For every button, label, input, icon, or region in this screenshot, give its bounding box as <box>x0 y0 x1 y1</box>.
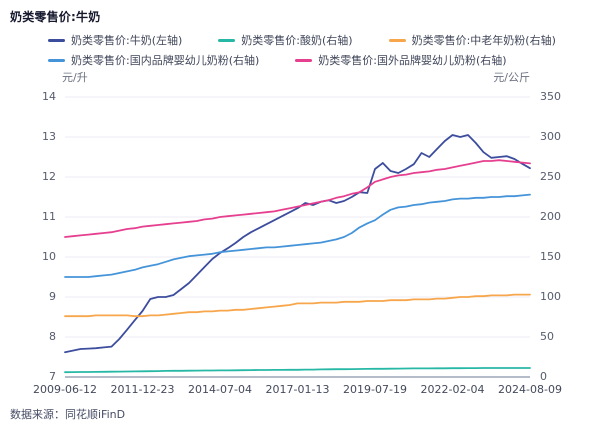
legend-item[interactable]: 奶类零售价:国内品牌婴幼儿奶粉(右轴) <box>48 52 259 68</box>
legend-line-swatch-icon <box>388 38 406 42</box>
y-left-tick-label: 13 <box>42 130 56 143</box>
series-line <box>64 367 531 374</box>
x-tick-label: 2022-02-04 <box>420 383 485 396</box>
y-left-tick-label: 7 <box>49 370 56 383</box>
legend-item-label: 奶类零售价:中老年奶粉(右轴) <box>411 34 556 47</box>
x-tick-label: 2014-07-04 <box>188 383 252 396</box>
legend-item[interactable]: 奶类零售价:酸奶(右轴) <box>218 32 353 48</box>
legend-item-label: 奶类零售价:国外品牌婴幼儿奶粉(右轴) <box>318 54 507 67</box>
y-left-tick-label: 9 <box>49 290 56 303</box>
y-right-tick-label: 100 <box>540 290 561 303</box>
y-left-tick-label: 14 <box>42 90 56 103</box>
legend-line-swatch-icon <box>48 58 65 62</box>
left-axis-unit-label: 元/升 <box>62 71 88 84</box>
y-right-tick-label: 50 <box>540 330 554 343</box>
y-right-tick-label: 200 <box>540 210 561 223</box>
x-tick-label: 2024-08-09 <box>498 383 562 396</box>
data-source-note: 数据来源：同花顺iFinD <box>10 408 126 421</box>
x-tick-label: 2009-06-12 <box>33 383 97 396</box>
legend-item[interactable]: 奶类零售价:国外品牌婴幼儿奶粉(右轴) <box>295 52 507 68</box>
y-right-tick-label: 150 <box>540 250 561 263</box>
legend-item-label: 奶类零售价:酸奶(右轴) <box>241 34 353 47</box>
y-left-tick-label: 10 <box>42 250 56 263</box>
legend-line-swatch-icon <box>295 58 313 62</box>
y-left-tick-label: 8 <box>49 330 56 343</box>
legend-line-swatch-icon <box>48 38 65 42</box>
series-line <box>64 134 531 354</box>
y-right-tick-label: 300 <box>540 130 561 143</box>
legend-row: 奶类零售价:牛奶(左轴) 奶类零售价:酸奶(右轴) 奶类零售价:中老年奶粉(右轴) <box>48 32 590 48</box>
legend-item-label: 奶类零售价:牛奶(左轴) <box>71 34 183 47</box>
y-left-tick-label: 12 <box>42 170 56 183</box>
y-right-tick-label: 350 <box>540 90 561 103</box>
legend-item-label: 奶类零售价:国内品牌婴幼儿奶粉(右轴) <box>71 54 260 67</box>
legend-item[interactable]: 奶类零售价:中老年奶粉(右轴) <box>388 32 556 48</box>
legend-item[interactable]: 奶类零售价:牛奶(左轴) <box>48 32 182 48</box>
x-tick-label: 2017-01-13 <box>265 383 330 396</box>
y-right-tick-label: 250 <box>540 170 561 183</box>
legend-row: 奶类零售价:国内品牌婴幼儿奶粉(右轴) 奶类零售价:国外品牌婴幼儿奶粉(右轴) <box>48 52 590 68</box>
x-tick-label: 2019-07-19 <box>343 383 407 396</box>
series-line <box>64 293 531 318</box>
legend-line-swatch-icon <box>218 38 236 42</box>
right-axis-unit-label: 元/公斤 <box>493 71 530 84</box>
y-right-tick-label: 0 <box>540 370 547 383</box>
x-tick-label: 2011-12-23 <box>110 383 175 396</box>
series-line <box>64 193 531 278</box>
chart-legend: 奶类零售价:牛奶(左轴) 奶类零售价:酸奶(右轴) 奶类零售价:中老年奶粉(右轴) 奶… <box>48 32 590 68</box>
page-title: 奶类零售价:牛奶 <box>10 10 101 24</box>
series-line <box>64 159 531 238</box>
y-left-tick-label: 11 <box>42 210 56 223</box>
